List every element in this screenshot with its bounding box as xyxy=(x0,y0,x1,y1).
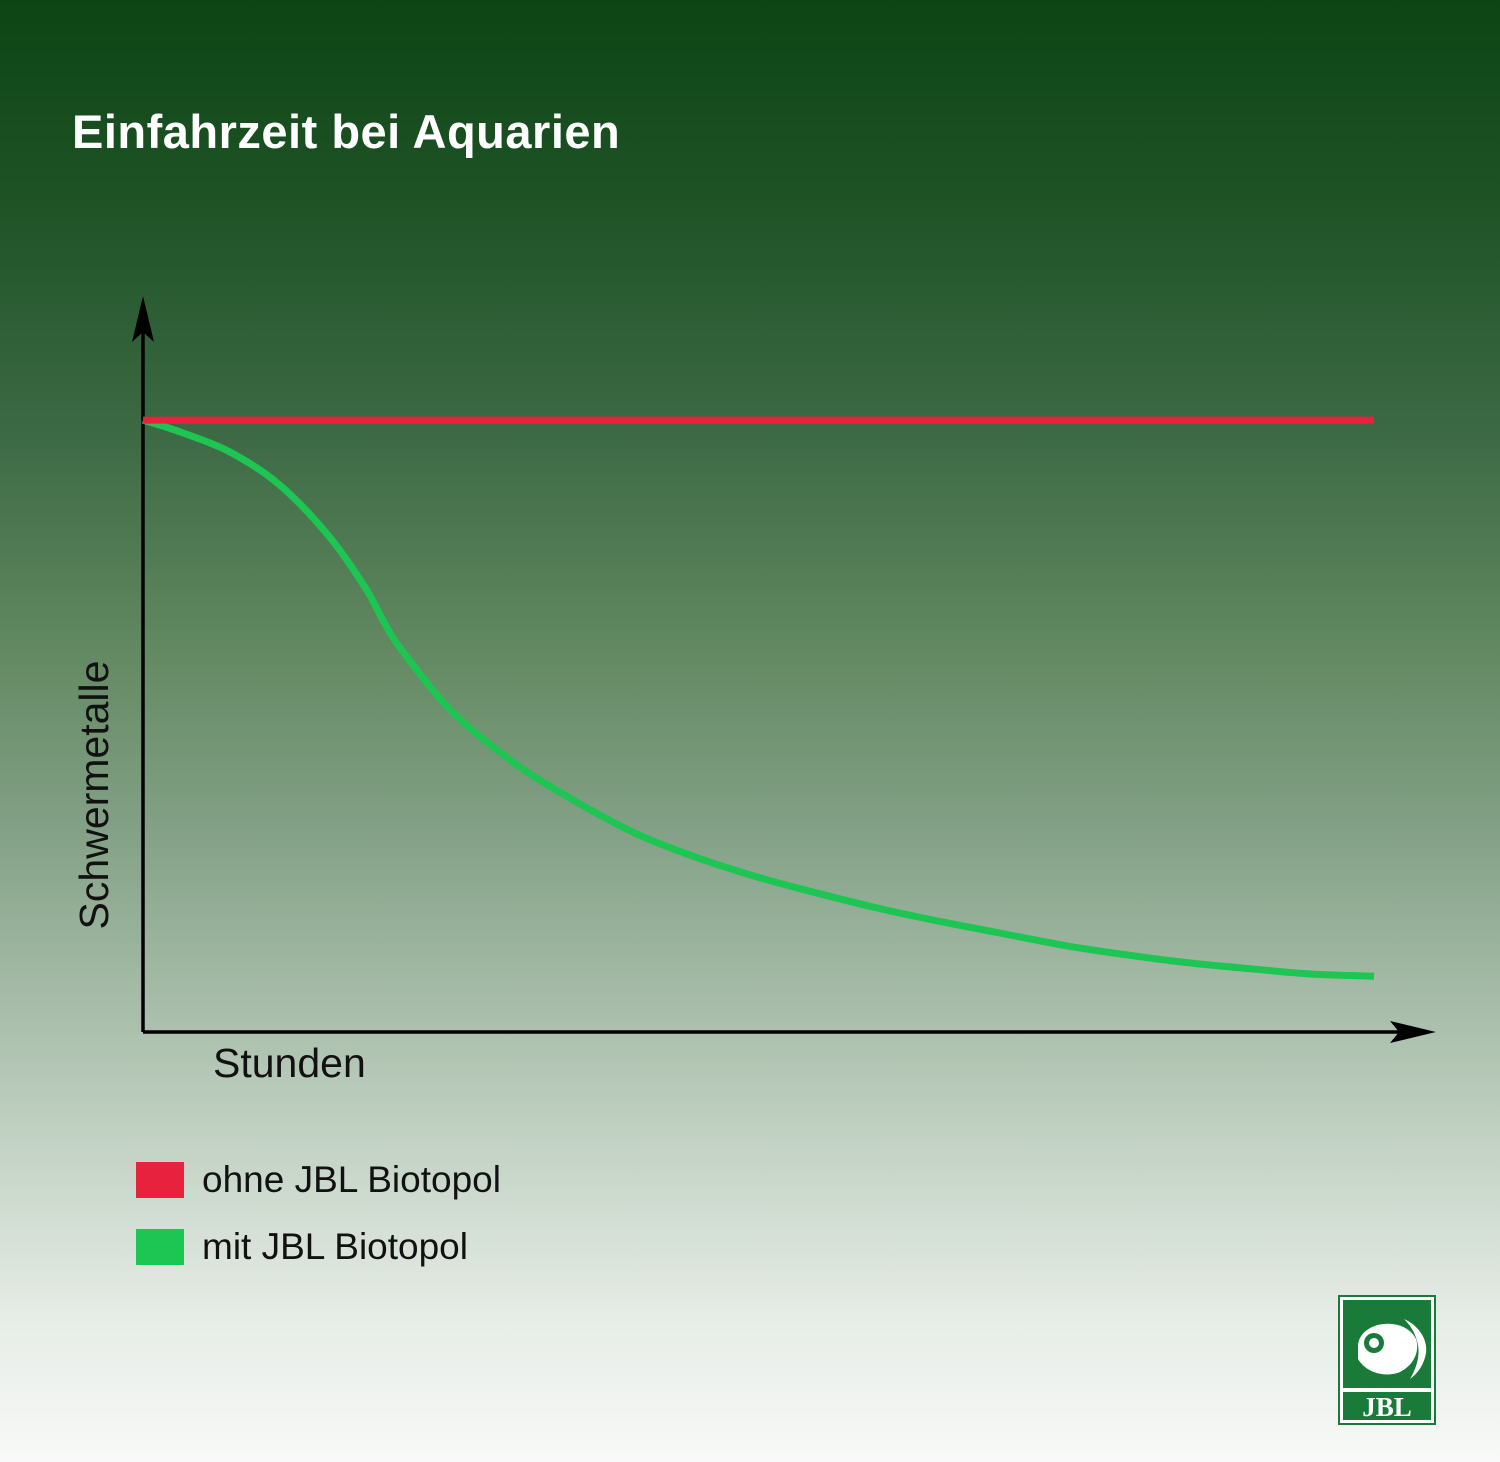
legend-label: mit JBL Biotopol xyxy=(202,1226,468,1267)
series-line-mit xyxy=(141,416,1375,980)
chart-title: Einfahrzeit bei Aquarien xyxy=(72,105,621,158)
jbl-logo: JBL xyxy=(1338,1295,1436,1425)
legend-label: ohne JBL Biotopol xyxy=(202,1159,501,1200)
x-axis-arrow xyxy=(1390,1021,1436,1043)
chart-legend: ohne JBL Biotopol mit JBL Biotopol xyxy=(136,1159,501,1294)
logo-text: JBL xyxy=(1362,1392,1412,1422)
x-axis-label: Stunden xyxy=(213,1040,366,1086)
y-axis-arrow xyxy=(132,296,154,342)
legend-item-ohne: ohne JBL Biotopol xyxy=(136,1159,501,1200)
legend-swatch-red xyxy=(136,1162,184,1198)
legend-item-mit: mit JBL Biotopol xyxy=(136,1226,501,1267)
legend-swatch-green xyxy=(136,1229,184,1265)
y-axis-label: Schwermetalle xyxy=(71,661,117,930)
